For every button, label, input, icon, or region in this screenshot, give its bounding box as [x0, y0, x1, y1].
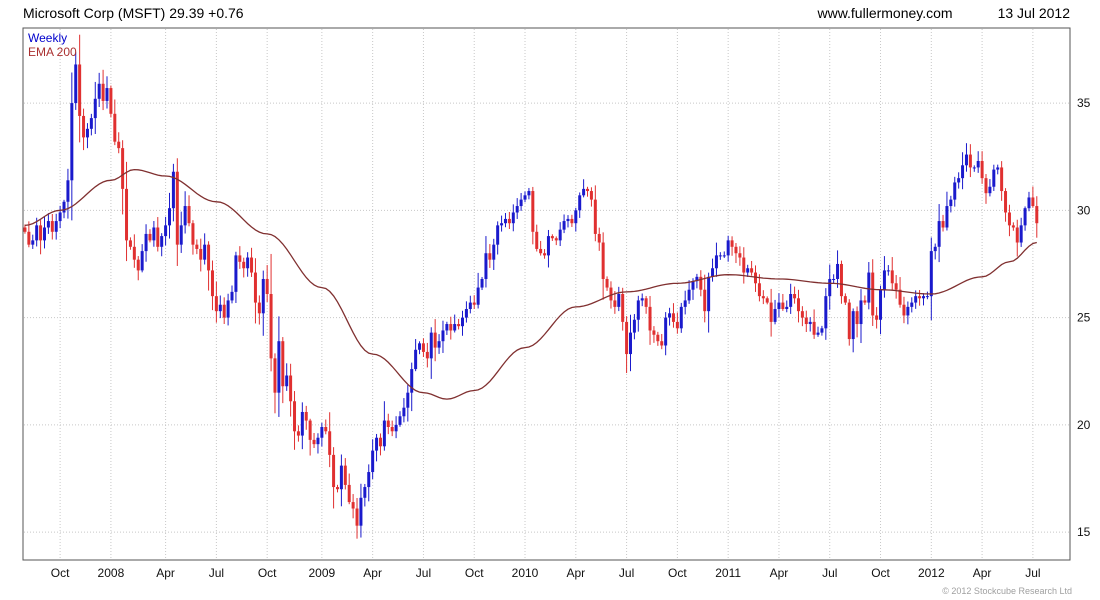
x-axis-label: Oct — [51, 566, 70, 580]
x-axis-label: Apr — [770, 566, 789, 580]
y-axis-tick: 25 — [1077, 311, 1091, 325]
x-axis-label: 2012 — [918, 566, 945, 580]
x-axis-label: Jul — [209, 566, 224, 580]
x-axis-label: Apr — [973, 566, 992, 580]
ema-200-line — [24, 168, 1037, 400]
chart-header: Microsoft Corp (MSFT) 29.39 +0.76 www.fu… — [23, 5, 1070, 21]
instrument-title: Microsoft Corp (MSFT) 29.39 +0.76 — [23, 5, 244, 21]
x-axis-label: Oct — [465, 566, 484, 580]
y-axis-tick: 20 — [1077, 418, 1091, 432]
x-axis-label: 2010 — [512, 566, 539, 580]
y-axis-tick: 35 — [1077, 96, 1091, 110]
price-chart: 15 20 25 30 35 Oct 2008 Apr Jul Oct 2009 Apr Jul Oct 2… — [22, 27, 1091, 580]
plot-border — [22, 27, 1071, 561]
x-axis-label: Oct — [668, 566, 687, 580]
x-axis-label: Oct — [258, 566, 277, 580]
x-axis-label: Apr — [566, 566, 585, 580]
x-axis-label: Oct — [871, 566, 890, 580]
x-axis-label: 2008 — [98, 566, 125, 580]
x-axis-label: 2011 — [715, 566, 741, 580]
candlesticks — [23, 34, 1039, 539]
chart-canvas: 15 20 25 30 35 Oct 2008 Apr Jul Oct 2009 Apr Jul Oct 2… — [22, 27, 1091, 580]
x-axis-label: Apr — [363, 566, 382, 580]
x-axis-label: Jul — [416, 566, 431, 580]
legend-weekly-label: Weekly — [28, 31, 67, 45]
x-axis-label: Apr — [156, 566, 175, 580]
chart-date: 13 Jul 2012 — [997, 5, 1070, 21]
x-axis-label: Jul — [822, 566, 837, 580]
y-axis-tick: 15 — [1077, 525, 1091, 539]
x-axis-label: 2009 — [309, 566, 336, 580]
y-axis-tick: 30 — [1077, 203, 1091, 217]
website-text: www.fullermoney.com — [817, 5, 953, 21]
x-axis-label: Jul — [1025, 566, 1040, 580]
copyright-notice: © 2012 Stockcube Research Ltd — [942, 586, 1072, 596]
legend-ema-label: EMA 200 — [28, 45, 77, 59]
x-axis-label: Jul — [619, 566, 634, 580]
